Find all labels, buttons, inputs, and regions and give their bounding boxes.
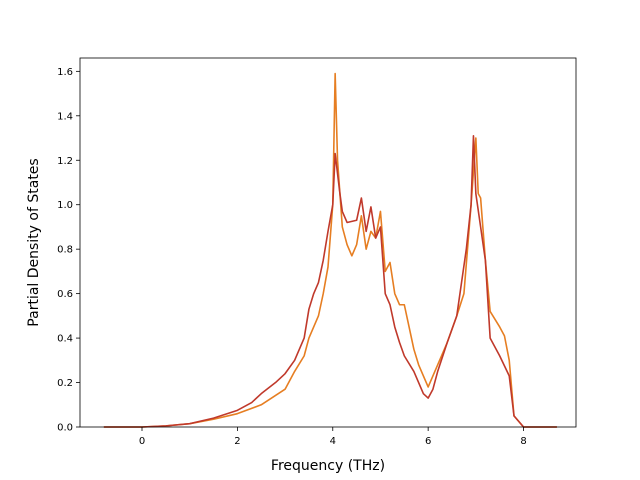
x-ticks: 0 2 4 6 8 (139, 427, 527, 447)
x-tick-label: 2 (234, 436, 240, 447)
y-tick-label: 1.2 (57, 156, 73, 167)
plot-background (80, 58, 576, 427)
y-axis-label: Partial Density of States (26, 158, 42, 326)
y-tick-label: 0.8 (57, 245, 73, 256)
y-tick-label: 0.0 (57, 423, 73, 434)
series-line-1 (103, 72, 557, 428)
series-layer (103, 72, 557, 428)
series-line-2 (103, 135, 557, 428)
y-tick-label: 1.0 (57, 200, 73, 211)
y-tick-label: 0.4 (57, 334, 73, 345)
y-tick-label: 1.4 (57, 111, 73, 122)
y-tick-label: 0.2 (57, 378, 73, 389)
plot-frame (79, 57, 577, 428)
y-tick-label: 0.6 (57, 289, 73, 300)
y-ticks: 0.0 0.2 0.4 0.6 0.8 1.0 1.2 1.4 1.6 (57, 67, 80, 434)
x-tick-label: 6 (425, 436, 431, 447)
y-tick-label: 1.6 (57, 67, 73, 78)
x-tick-label: 8 (520, 436, 526, 447)
x-axis-label: Frequency (THz) (271, 458, 385, 474)
x-tick-label: 0 (139, 436, 145, 447)
x-tick-label: 4 (330, 436, 336, 447)
